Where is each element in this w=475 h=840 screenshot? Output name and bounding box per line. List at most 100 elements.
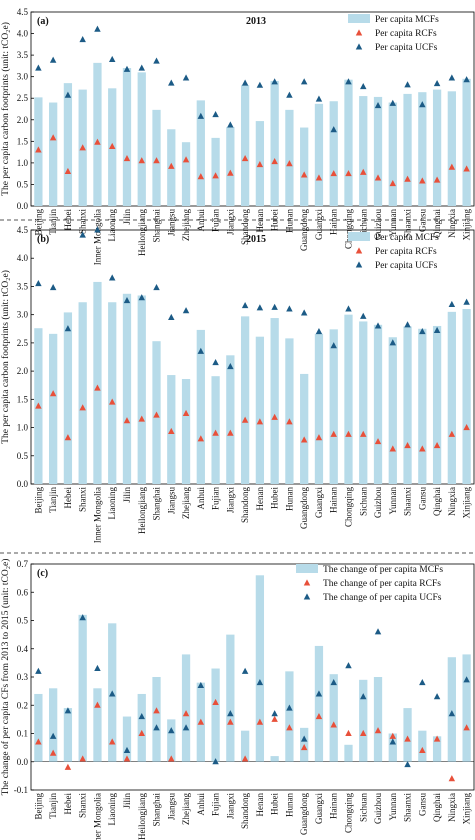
x-tick-label-hebei: Hebei <box>63 793 73 815</box>
marker-ucf-guangdong <box>300 309 308 316</box>
bar-mcf-hainan <box>329 674 338 762</box>
x-tick-label-hebei: Hebei <box>63 487 73 509</box>
x-tick-label-fujian: Fujian <box>211 487 221 511</box>
marker-ucf-ningxia <box>448 300 456 308</box>
marker-ucf-heilongjiang <box>138 712 145 720</box>
x-tick-label-beijing: Beijing <box>33 209 43 236</box>
bar-mcf-henan <box>255 575 265 762</box>
marker-ucf-hubei <box>271 303 278 310</box>
marker-ucf-henan <box>256 679 264 686</box>
bar-mcf-tianjin <box>49 333 58 484</box>
bar-mcf-jiangxi <box>226 127 235 206</box>
x-tick-label-shandong: Shandong <box>240 209 250 246</box>
marker-ucf-xinjiang <box>463 76 470 83</box>
marker-rcf-guangxi <box>315 434 323 441</box>
marker-rcf-shaanxi <box>404 442 411 449</box>
x-tick-label-chongqing: Chongqing <box>343 209 353 250</box>
bar-mcf-sichuan <box>359 96 368 206</box>
marker-rcf-liaoning <box>108 398 116 405</box>
marker-ucf-guangxi <box>315 95 323 102</box>
marker-rcf-hunan <box>286 724 293 731</box>
y-tick-label: 3.5 <box>17 281 29 291</box>
bar-mcf-guizhou <box>373 677 383 762</box>
y-tick-label: 0.5 <box>17 616 29 626</box>
legend-label: Per capita RCFs <box>375 29 437 39</box>
marker-ucf-shanxi <box>79 231 86 238</box>
x-tick-label-shaanxi: Shaanxi <box>403 793 413 822</box>
marker-rcf-inner-mongolia <box>94 384 101 391</box>
bar-mcf-guangxi <box>314 645 324 762</box>
marker-ucf-hebei <box>64 707 72 714</box>
x-tick-label-anhui: Anhui <box>196 793 206 816</box>
marker-ucf-tianjin <box>49 56 57 63</box>
marker-ucf-shandong <box>241 667 249 674</box>
marker-ucf-zhejiang <box>182 307 190 314</box>
marker-ucf-sichuan <box>360 82 367 90</box>
y-tick-label: 4.0 <box>17 29 29 39</box>
y-tick-label: 3.0 <box>17 310 29 320</box>
marker-rcf-guizhou <box>374 174 382 181</box>
marker-rcf-ningxia <box>448 430 456 437</box>
x-tick-label-sichuan: Sichuan <box>358 209 368 238</box>
bar-mcf-zhejiang <box>181 654 191 762</box>
x-tick-label-jilin: Jilin <box>122 793 132 809</box>
bar-mcf-tianjin <box>49 688 58 762</box>
x-tick-label-guangxi: Guangxi <box>314 793 324 824</box>
marker-ucf-yunnan <box>389 738 397 745</box>
marker-rcf-anhui <box>197 435 205 442</box>
y-tick-label: 0.0 <box>17 479 29 489</box>
x-tick-label-guangdong: Guangdong <box>299 793 309 835</box>
marker-ucf-hunan <box>286 91 293 98</box>
marker-rcf-shaanxi <box>404 735 411 742</box>
marker-rcf-qinghai <box>433 735 441 742</box>
y-tick-label: 1.5 <box>17 136 29 146</box>
marker-rcf-liaoning <box>108 738 116 745</box>
marker-ucf-jilin <box>123 296 131 304</box>
marker-rcf-shanxi <box>79 755 86 762</box>
x-tick-label-qinghai: Qinghai <box>432 209 442 238</box>
marker-ucf-fujian <box>212 359 219 366</box>
marker-rcf-shandong <box>241 416 249 423</box>
y-tick-label: 0.0 <box>17 757 29 767</box>
marker-ucf-hubei <box>271 710 278 717</box>
bar-mcf-shanxi <box>78 302 87 484</box>
marker-ucf-shaanxi <box>404 760 411 768</box>
marker-rcf-tianjin <box>49 390 57 397</box>
bar-mcf-hebei <box>63 708 73 762</box>
x-tick-label-hunan: Hunan <box>284 487 294 511</box>
y-tick-label: 0.6 <box>17 587 29 597</box>
marker-rcf-yunnan <box>389 179 397 187</box>
marker-rcf-chongqing <box>345 170 352 177</box>
bar-mcf-jiangxi <box>226 355 235 484</box>
bar-mcf-shanxi <box>78 614 87 762</box>
marker-rcf-guangxi <box>315 174 323 181</box>
marker-ucf-hebei <box>64 91 72 98</box>
legend-swatch-triangle <box>355 29 363 36</box>
bar-mcf-jiangsu <box>167 719 176 762</box>
x-tick-label-qinghai: Qinghai <box>432 487 442 516</box>
x-tick-label-fujian: Fujian <box>211 209 221 233</box>
legend-swatch-triangle <box>355 261 363 268</box>
x-tick-label-heilongjiang: Heilongjiang <box>137 209 147 256</box>
bar-mcf-qinghai <box>432 736 442 762</box>
bar-mcf-heilongjiang <box>137 72 146 206</box>
x-tick-label-hainan: Hainan <box>329 487 339 513</box>
marker-ucf-zhejiang <box>182 724 190 731</box>
y-tick-label: 1.5 <box>17 394 29 404</box>
marker-ucf-hubei <box>271 78 278 85</box>
marker-ucf-qinghai <box>433 79 441 87</box>
bar-mcf-hunan <box>285 109 294 206</box>
marker-ucf-guangdong <box>300 78 308 85</box>
marker-rcf-hebei <box>64 434 72 441</box>
bar-mcf-shaanxi <box>403 708 412 762</box>
marker-rcf-hainan <box>330 170 337 177</box>
bar-mcf-hebei <box>63 83 73 206</box>
x-tick-label-jiangsu: Jiangsu <box>166 487 176 515</box>
bar-mcf-qinghai <box>432 325 442 484</box>
y-axis-label: The per capita carbon footprints (unit: … <box>0 22 11 196</box>
bar-mcf-tianjin <box>49 102 58 206</box>
marker-rcf-shanghai <box>153 411 160 418</box>
marker-rcf-tianjin <box>49 134 57 141</box>
x-tick-label-zhejiang: Zhejiang <box>181 209 191 241</box>
marker-ucf-beijing <box>35 667 42 674</box>
